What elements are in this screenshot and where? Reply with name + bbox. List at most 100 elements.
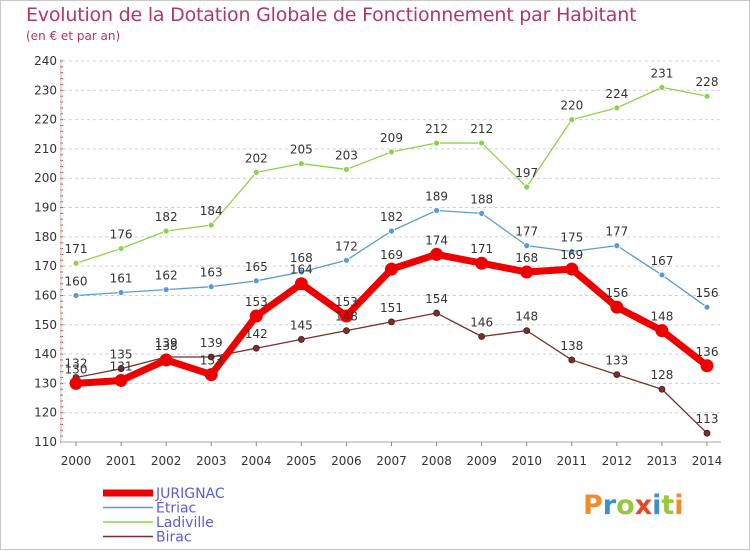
- point-jurignac-2003: [204, 368, 218, 382]
- point-jurignac-2009: [475, 256, 489, 270]
- point-étriac-2001: [117, 289, 125, 296]
- data-label-jurignac-2010: 168: [515, 251, 538, 265]
- data-label-jurignac-2003: 133: [200, 354, 223, 368]
- data-label-jurignac-2000: 130: [65, 362, 88, 376]
- x-tick-label-2004: 2004: [241, 454, 272, 468]
- logo-letter: P: [583, 490, 603, 521]
- data-label-ladiville-2008: 212: [425, 122, 448, 136]
- logo-letter: i: [652, 490, 662, 521]
- data-label-birac-2004: 142: [245, 327, 268, 341]
- y-tick-label-150: 150: [34, 318, 57, 332]
- data-label-birac-2007: 151: [380, 301, 403, 315]
- point-jurignac-2008: [430, 247, 444, 261]
- point-ladiville-2001: [117, 245, 125, 252]
- data-label-jurignac-2002: 138: [155, 339, 178, 353]
- x-tick-label-2006: 2006: [331, 454, 362, 468]
- data-label-ladiville-2009: 212: [470, 122, 493, 136]
- logo-letter: t: [661, 490, 675, 521]
- x-tick-label-2012: 2012: [602, 454, 633, 468]
- point-jurignac-2000: [69, 376, 83, 390]
- data-label-ladiville-2014: 228: [696, 75, 719, 89]
- y-tick-label-120: 120: [34, 406, 57, 420]
- data-label-étriac-2002: 162: [155, 269, 178, 283]
- axes: 110 120 130 140 150 160 170 180 190 200 210 220 230 2…: [34, 54, 722, 468]
- y-tick-label-240: 240: [34, 54, 57, 68]
- point-jurignac-2014: [700, 359, 714, 373]
- y-tick-label-230: 230: [34, 83, 57, 97]
- point-jurignac-2010: [520, 265, 534, 279]
- point-jurignac-2007: [385, 262, 398, 276]
- point-birac-2011: [568, 356, 576, 364]
- x-tick-label-2001: 2001: [106, 454, 137, 468]
- x-tick-label-2003: 2003: [196, 454, 227, 468]
- point-birac-2005: [297, 336, 305, 343]
- point-étriac-2014: [703, 303, 711, 311]
- data-label-étriac-2006: 172: [335, 239, 358, 253]
- point-birac-2001: [117, 365, 125, 373]
- y-tick-label-130: 130: [34, 376, 57, 390]
- point-étriac-2002: [162, 286, 170, 294]
- y-tick-label-190: 190: [34, 201, 57, 215]
- data-label-ladiville-2000: 171: [65, 242, 88, 256]
- y-tick-label-140: 140: [34, 347, 57, 361]
- data-label-birac-2012: 133: [605, 354, 628, 368]
- y-tick-label-220: 220: [34, 113, 57, 127]
- x-tick-label-2000: 2000: [61, 454, 92, 468]
- data-labels: 132 135 139 139 142 145 148 151 154 146 148 138 133 1…: [65, 66, 719, 426]
- data-label-birac-2005: 145: [290, 318, 313, 332]
- point-birac-2014: [703, 429, 711, 437]
- data-label-ladiville-2012: 224: [605, 87, 628, 101]
- logo-letter: o: [616, 490, 635, 521]
- data-label-ladiville-2013: 231: [650, 66, 673, 80]
- data-label-birac-2006: 148: [335, 310, 358, 324]
- data-label-ladiville-2003: 184: [200, 204, 223, 218]
- point-étriac-2009: [478, 209, 486, 217]
- data-label-jurignac-2012: 156: [605, 286, 628, 300]
- data-label-birac-2013: 128: [650, 368, 673, 382]
- x-tick-label-2009: 2009: [466, 454, 497, 468]
- legend-label-jurignac: JURIGNAC: [155, 486, 225, 502]
- point-jurignac-2006: [339, 309, 353, 323]
- data-label-étriac-2004: 165: [245, 260, 268, 274]
- data-label-étriac-2008: 189: [425, 189, 448, 203]
- data-label-ladiville-2011: 220: [560, 99, 583, 113]
- x-tick-label-2013: 2013: [647, 454, 678, 468]
- point-ladiville-2002: [162, 227, 170, 235]
- point-birac-2007: [388, 318, 395, 326]
- data-label-ladiville-2001: 176: [110, 228, 133, 242]
- series-lines: [69, 83, 714, 437]
- point-étriac-2004: [252, 277, 260, 285]
- point-étriac-2013: [658, 271, 666, 279]
- y-tick-label-210: 210: [34, 142, 57, 156]
- point-ladiville-2000: [72, 259, 80, 267]
- point-birac-2013: [658, 385, 666, 393]
- point-ladiville-2013: [658, 83, 666, 91]
- data-label-birac-2001: 135: [110, 348, 133, 362]
- point-birac-2012: [613, 371, 621, 378]
- data-label-jurignac-2011: 169: [560, 248, 583, 262]
- point-ladiville-2004: [252, 168, 260, 176]
- series-line-birac: [75, 312, 708, 434]
- data-label-ladiville-2010: 197: [515, 166, 538, 180]
- point-ladiville-2008: [433, 139, 440, 147]
- data-label-étriac-2003: 163: [200, 266, 223, 280]
- data-label-étriac-2014: 156: [696, 286, 719, 300]
- data-label-étriac-2000: 160: [65, 274, 88, 288]
- logo-letter: r: [602, 490, 617, 521]
- x-tick-label-2007: 2007: [376, 454, 407, 468]
- y-tick-label-170: 170: [34, 259, 57, 273]
- point-jurignac-2001: [114, 373, 128, 387]
- point-ladiville-2007: [388, 148, 395, 156]
- point-birac-2003: [207, 353, 215, 361]
- point-birac-2006: [343, 327, 350, 335]
- data-label-étriac-2012: 177: [605, 225, 628, 239]
- point-étriac-2007: [388, 227, 395, 235]
- legend-label-birac: Birac: [156, 530, 192, 546]
- data-label-jurignac-2005: 164: [290, 263, 313, 277]
- data-label-ladiville-2007: 209: [380, 131, 403, 145]
- y-tick-label-200: 200: [34, 171, 57, 185]
- point-birac-2008: [433, 309, 440, 317]
- data-label-ladiville-2004: 202: [245, 151, 268, 165]
